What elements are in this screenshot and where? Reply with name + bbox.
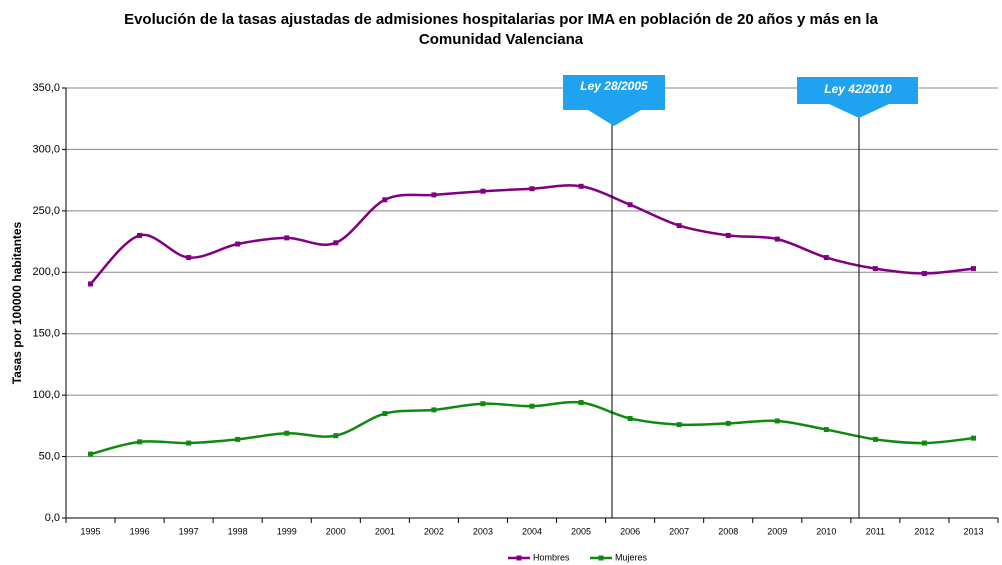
x-tick-label: 2000 xyxy=(326,526,346,536)
x-tick-label: 1998 xyxy=(228,526,248,536)
legend-marker xyxy=(598,555,604,561)
y-tick-label: 50,0 xyxy=(39,450,60,462)
x-tick-label: 2012 xyxy=(914,526,934,536)
point xyxy=(921,440,927,446)
y-axis-label: Tasas por 100000 habitantes xyxy=(10,221,24,384)
x-tick-label: 2009 xyxy=(767,526,787,536)
point xyxy=(872,266,878,272)
point xyxy=(235,241,241,247)
point xyxy=(186,440,192,446)
x-tick-label: 1999 xyxy=(277,526,297,536)
x-tick-label: 1997 xyxy=(179,526,199,536)
x-tick-label: 2008 xyxy=(718,526,738,536)
x-tick-label: 2005 xyxy=(571,526,591,536)
x-tick-label: 2003 xyxy=(473,526,493,536)
point xyxy=(774,418,780,424)
point xyxy=(88,281,94,287)
point xyxy=(578,183,584,189)
point xyxy=(529,403,535,409)
point xyxy=(284,430,290,436)
point xyxy=(823,427,829,433)
point xyxy=(284,235,290,241)
x-tick-label: 1995 xyxy=(81,526,101,536)
point xyxy=(676,223,682,229)
point xyxy=(137,232,143,238)
x-tick-label: 2004 xyxy=(522,526,542,536)
plot: 0,0 50,0 100,0 150,0 200,0 250,0 300,0 350,0 199… xyxy=(32,82,999,562)
annotation-1: Ley 28/2005 xyxy=(563,75,665,518)
annotation-text: Ley 28/2005 xyxy=(580,79,648,93)
callout-box xyxy=(563,75,665,126)
point xyxy=(333,240,339,246)
point xyxy=(235,436,241,442)
x-tick-label: 2011 xyxy=(866,526,885,536)
point xyxy=(382,197,388,203)
series-line xyxy=(89,184,974,285)
x-tick-label: 2010 xyxy=(816,526,836,536)
point xyxy=(970,435,976,441)
point xyxy=(480,401,486,407)
legend-marker xyxy=(516,555,522,561)
y-tick-label: 0,0 xyxy=(45,512,60,524)
callout-box xyxy=(797,77,918,118)
legend-label: Hombres xyxy=(533,552,570,562)
point xyxy=(823,255,829,261)
point xyxy=(137,439,143,445)
x-tick-label: 2013 xyxy=(963,526,983,536)
x-tick-label: 2007 xyxy=(669,526,689,536)
point xyxy=(627,415,633,421)
x-tick-label: 1996 xyxy=(130,526,150,536)
series-line xyxy=(90,400,974,456)
point xyxy=(725,232,731,238)
legend-label: Mujeres xyxy=(615,552,648,562)
x-tick-label: 2001 xyxy=(375,526,395,536)
point xyxy=(676,422,682,428)
point xyxy=(88,451,94,457)
point xyxy=(578,400,584,406)
point xyxy=(627,202,633,208)
point xyxy=(774,236,780,242)
y-tick-label: 350,0 xyxy=(32,82,60,94)
y-tick-label: 200,0 xyxy=(32,266,60,278)
point xyxy=(431,407,437,413)
annotation-2: Ley 42/2010 xyxy=(797,77,918,518)
y-tick-label: 250,0 xyxy=(32,205,60,217)
point xyxy=(186,255,192,261)
y-tick-label: 150,0 xyxy=(32,328,60,340)
x-tick-label: 2006 xyxy=(620,526,640,536)
point xyxy=(970,266,976,272)
point xyxy=(382,411,388,417)
y-tick-label: 300,0 xyxy=(32,143,60,155)
y-tick-label: 100,0 xyxy=(32,389,60,401)
point xyxy=(872,436,878,442)
point xyxy=(921,271,927,277)
annotation-text: Ley 42/2010 xyxy=(824,82,892,96)
x-tick-label: 2002 xyxy=(424,526,444,536)
point xyxy=(725,420,731,426)
point xyxy=(431,192,437,198)
point xyxy=(333,433,339,439)
point xyxy=(529,186,535,192)
point xyxy=(480,188,486,194)
chart-title: Evolución de la tasas ajustadas de admis… xyxy=(124,11,878,48)
